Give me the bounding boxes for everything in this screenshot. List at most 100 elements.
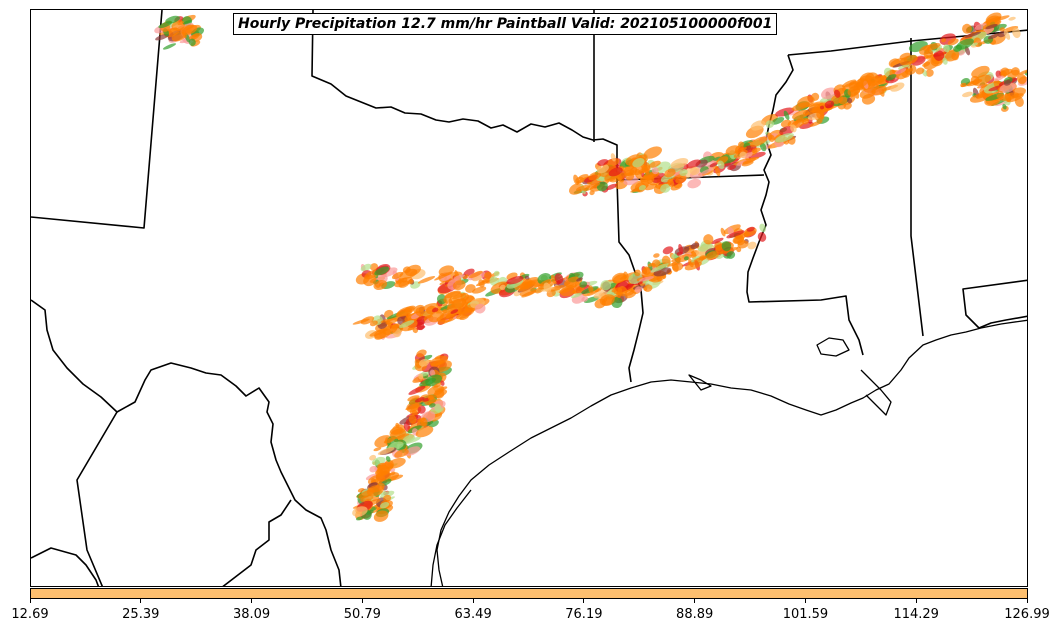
precip-blob (375, 468, 384, 478)
precip-blob (962, 23, 972, 34)
precip-blob (843, 102, 852, 110)
precip-blob (834, 89, 841, 98)
border-mexico-states (76, 411, 118, 586)
border-tx-la (616, 179, 644, 383)
precip-blob (757, 232, 767, 242)
precip-blob (962, 91, 973, 98)
precip-blob (871, 85, 887, 96)
precip-blob (649, 160, 661, 168)
precip-blob (748, 151, 766, 159)
border-ms-al (910, 38, 924, 337)
precip-blob (373, 280, 388, 290)
precip-blob (369, 320, 378, 327)
precip-blob (391, 271, 404, 280)
precip-blob (747, 241, 757, 250)
precip-blob (636, 277, 644, 282)
precip-blob (389, 468, 396, 473)
precip-blob (714, 166, 721, 177)
precip-blob (442, 309, 448, 314)
precip-blob (380, 490, 395, 499)
precip-blob (683, 256, 689, 261)
precip-blob (444, 290, 461, 299)
precip-blob (819, 105, 825, 110)
colorbar-tick (1026, 599, 1028, 603)
precip-blob (999, 82, 1016, 93)
precipitation-paintball (154, 12, 1027, 522)
precip-blob (417, 405, 426, 414)
precip-blob (867, 75, 887, 86)
precip-blob (573, 174, 580, 186)
precip-blob (821, 87, 837, 100)
precip-blob (797, 95, 815, 108)
gulf-coast (436, 319, 1027, 586)
colorbar-tick (583, 599, 585, 603)
delta (860, 369, 892, 416)
precip-blob (554, 273, 564, 284)
precip-blob (664, 168, 676, 178)
precip-blob (558, 284, 578, 294)
colorbar (30, 588, 1028, 599)
precip-blob (399, 320, 415, 328)
precip-blob (775, 133, 794, 143)
precip-blob (402, 434, 415, 443)
precip-blob (610, 153, 616, 162)
precip-blob (1002, 103, 1007, 110)
precip-blob (964, 31, 981, 38)
precip-blob (608, 167, 623, 177)
border-ok-tx-redriver (311, 10, 618, 180)
precip-blob (771, 117, 785, 125)
precip-blob (809, 120, 823, 127)
precip-blob (403, 305, 416, 313)
precip-blob (493, 270, 500, 277)
colorbar-tick-label: 25.39 (122, 607, 160, 622)
coastline (430, 319, 1027, 586)
precip-blob (360, 263, 372, 272)
precip-blob (957, 50, 965, 56)
precip-blob (733, 236, 745, 244)
precip-blob (379, 267, 398, 278)
precip-blob (660, 183, 671, 193)
precip-blob (419, 377, 436, 387)
precip-blob (886, 74, 897, 81)
precip-blob (418, 358, 430, 367)
precip-blob (969, 93, 989, 103)
precip-blob (390, 471, 396, 476)
colorbar-tick (915, 599, 917, 603)
precip-blob (450, 309, 459, 314)
precip-blob (667, 178, 675, 188)
precip-blob (429, 403, 436, 408)
precip-blob (352, 506, 368, 517)
precip-blob (642, 266, 651, 275)
precip-blob (941, 38, 947, 43)
precip-blob (182, 30, 187, 39)
precip-blob (944, 50, 960, 62)
precip-blob (676, 251, 683, 256)
precip-blob (519, 288, 537, 297)
precip-blob (624, 291, 637, 299)
precip-blob (453, 274, 465, 280)
precip-blob (632, 158, 645, 168)
precip-blob (550, 274, 557, 285)
colorbar-tick-label: 50.79 (343, 607, 381, 622)
precip-blob (922, 42, 941, 52)
precip-blob (543, 282, 552, 293)
precip-blob (363, 274, 377, 287)
precip-blob (429, 369, 436, 377)
precip-blob (974, 23, 988, 30)
precip-blob (923, 58, 940, 70)
precip-blob (943, 44, 950, 53)
precip-blob (581, 296, 589, 302)
precip-blob (183, 20, 192, 25)
precip-blob (472, 286, 487, 294)
precip-blob (689, 166, 700, 176)
lake-pontchartrain (816, 337, 850, 357)
precip-blob (711, 237, 724, 245)
precip-blob (890, 82, 905, 92)
precip-blob (971, 42, 978, 47)
colorbar-tick-label: 38.09 (232, 607, 271, 622)
precip-blob (417, 276, 436, 284)
precip-blob (717, 160, 725, 170)
precip-blob (408, 385, 426, 395)
precip-blob (894, 68, 907, 75)
precip-blob (925, 68, 934, 77)
